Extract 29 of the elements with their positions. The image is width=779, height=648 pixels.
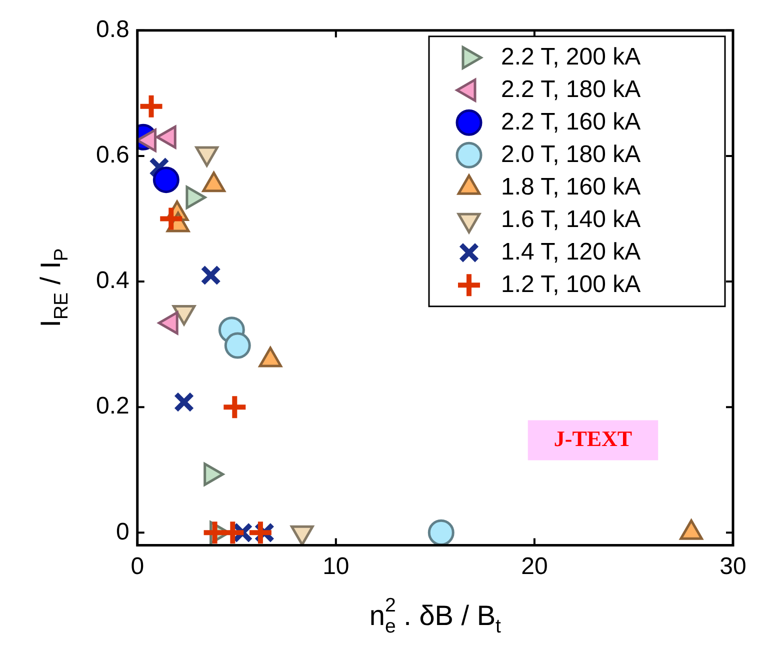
point xyxy=(160,208,182,230)
legend-label: 1.4 T, 120 kA xyxy=(501,238,641,266)
x-tick-label: 10 xyxy=(322,553,350,580)
legend-label: 1.2 T, 100 kA xyxy=(501,270,641,298)
point xyxy=(249,522,272,544)
point xyxy=(174,392,194,412)
point xyxy=(222,522,244,544)
y-tick-label: 0.2 xyxy=(96,392,130,420)
point xyxy=(140,95,162,118)
y-tick-label: 0.6 xyxy=(96,142,130,169)
y-tick-label: 0.4 xyxy=(96,267,130,294)
legend-label: 2.2 T, 160 kA xyxy=(501,108,641,136)
point xyxy=(224,396,246,418)
legend-label: 1.8 T, 160 kA xyxy=(501,173,641,200)
legend-label: 2.2 T, 200 kA xyxy=(501,43,641,70)
point xyxy=(148,156,170,178)
point xyxy=(428,519,454,546)
y-axis-title: IRE / IP xyxy=(35,248,73,328)
x-tick-label: 20 xyxy=(521,553,548,580)
legend-label: 2.2 T, 180 kA xyxy=(501,76,641,103)
x-tick-label: 30 xyxy=(720,553,746,580)
point xyxy=(254,522,275,543)
point xyxy=(224,332,251,359)
point xyxy=(200,264,222,286)
legend-label: 1.6 T, 140 kA xyxy=(501,206,641,233)
annotation: J-TEXT xyxy=(554,426,632,451)
legend-label: 2.0 T, 180 kA xyxy=(501,140,641,168)
y-tick-label: 0 xyxy=(116,518,130,546)
y-tick-label: 0.8 xyxy=(96,16,130,44)
